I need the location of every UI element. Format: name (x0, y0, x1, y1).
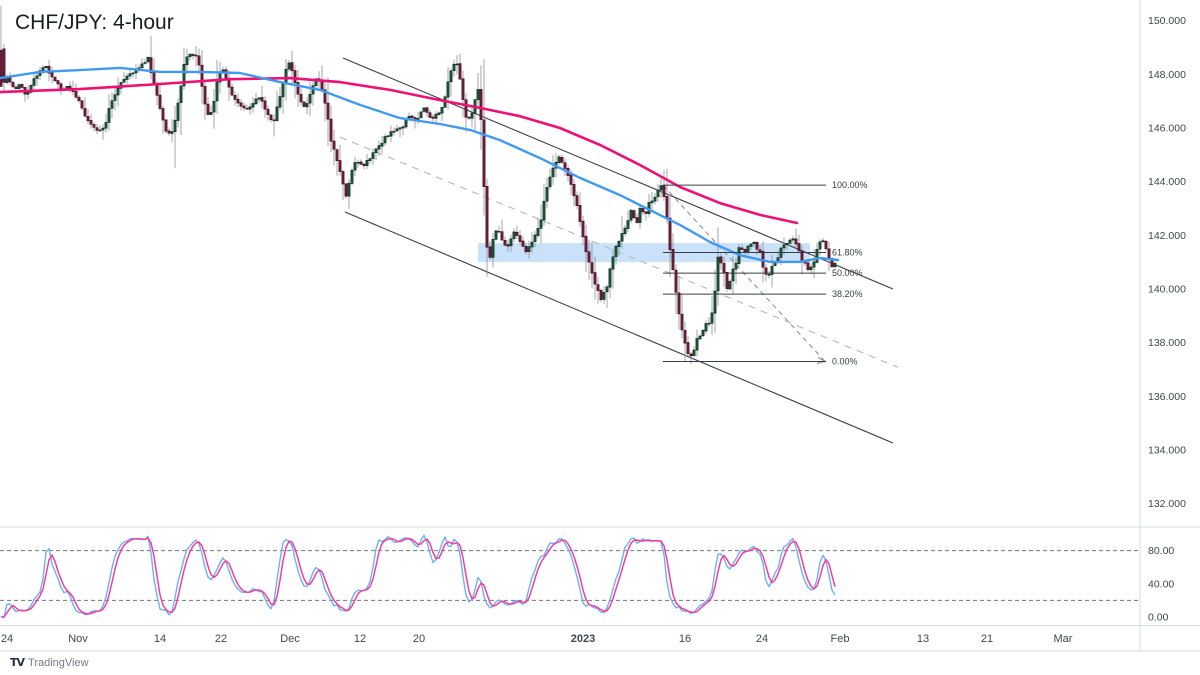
time-axis-label: 14 (154, 633, 166, 645)
support-zone[interactable] (478, 243, 810, 263)
chart-title: CHF/JPY: 4-hour (15, 11, 174, 34)
time-axis-label: Nov (68, 633, 88, 645)
stoch-axis-label: 0.00 (1148, 612, 1169, 624)
fib-label: 38.20% (832, 289, 863, 299)
stochastic-d-line (1, 537, 836, 618)
fib-label: 0.00% (832, 356, 858, 366)
time-axis-label: 21 (981, 633, 993, 645)
stochastic-axis[interactable]: 80.00 40.00 0.00 (1148, 545, 1174, 623)
ma-slow (0, 76, 799, 225)
price-axis-label: 148.000 (1148, 69, 1186, 81)
price-axis-label: 144.000 (1148, 176, 1186, 188)
channel-line-lower[interactable] (344, 211, 894, 444)
time-axis-label: Mar (1054, 633, 1073, 645)
price-axis-label: 140.000 (1148, 284, 1186, 296)
time-axis-label: 16 (679, 633, 691, 645)
time-axis-label: 12 (354, 633, 366, 645)
time-axis-label: 24 (1, 633, 13, 645)
time-axis-label: 24 (756, 633, 768, 645)
stoch-axis-label: 80.00 (1148, 545, 1174, 557)
time-axis-label: 2023 (571, 633, 595, 645)
price-axis-label: 142.000 (1148, 230, 1186, 242)
fib-label: 50.00% (832, 268, 863, 278)
price-axis-label: 150.000 (1148, 15, 1186, 27)
price-axis-label: 146.000 (1148, 123, 1186, 135)
candles-bearish (0, 48, 834, 357)
tradingview-logo-text: TradingView (28, 656, 89, 669)
ma-fast (0, 66, 840, 264)
time-axis-label: 22 (215, 633, 227, 645)
time-axis-label: Feb (831, 633, 850, 645)
time-axis-label: 13 (917, 633, 929, 645)
channel-line-upper[interactable] (342, 57, 894, 290)
stoch-axis-label: 40.00 (1148, 578, 1174, 590)
time-axis-label: 20 (413, 633, 425, 645)
fib-label: 61.80% (832, 248, 863, 258)
candles-bullish (5, 53, 837, 357)
price-axis[interactable]: 150.000 148.000 146.000 144.000 142.000 140.0… (1148, 15, 1186, 510)
fib-label: 100.00% (832, 180, 868, 190)
price-axis-label: 138.000 (1148, 337, 1186, 349)
price-axis-label: 134.000 (1148, 444, 1186, 456)
time-axis[interactable]: 24 Nov 14 22 Dec 12 20 2023 16 24 Feb 13 21 Mar (1, 633, 1073, 645)
tradingview-mark-icon: TV (10, 656, 25, 669)
tradingview-logo[interactable]: TV TradingView (10, 656, 89, 669)
time-axis-label: Dec (280, 633, 300, 645)
price-axis-label: 132.000 (1148, 498, 1186, 510)
price-axis-label: 136.000 (1148, 391, 1186, 403)
